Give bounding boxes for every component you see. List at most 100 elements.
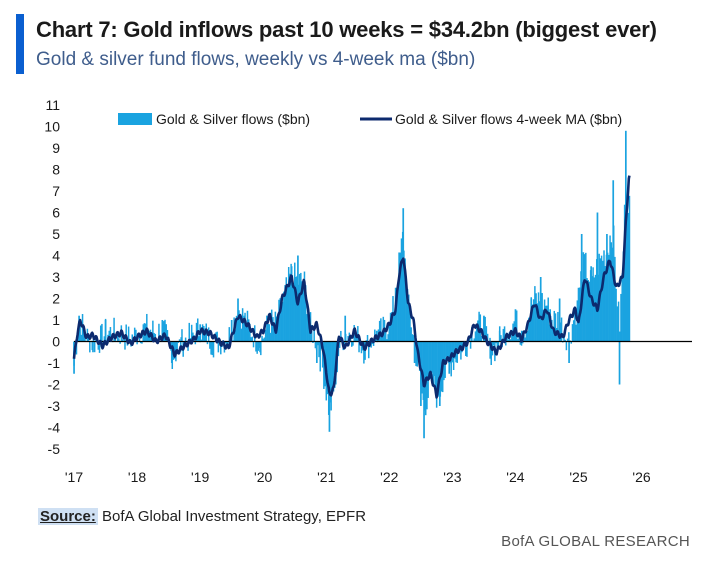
flow-bar [384,330,387,342]
flow-bar [397,287,399,342]
flow-bar [610,242,613,342]
flow-bar [286,284,289,342]
x-tick-label: '21 [317,469,335,485]
flow-bar [312,341,314,343]
flow-bar [609,235,611,342]
flow-bar [262,338,264,342]
flow-bar [615,288,617,342]
flow-bar [257,341,260,351]
flow-bar [166,330,169,342]
flow-bar [565,341,568,351]
flow-bar [209,341,211,349]
flow-bar [277,319,279,342]
accent-bar [16,14,24,74]
y-tick-label: 3 [52,269,60,285]
flow-bar [352,341,354,346]
flow-bar [228,327,231,342]
flow-bar [535,293,537,342]
flow-bar [124,341,126,350]
flow-bar [381,334,383,342]
flow-bar [80,334,83,342]
flow-bar [217,341,220,353]
flow-bar [445,341,448,357]
flow-bar [234,329,237,342]
flow-bar [483,315,485,342]
flow-bar [485,326,488,342]
flow-bar [298,273,301,342]
flow-bar [224,341,227,344]
flow-bar [99,325,102,342]
flow-bar [271,320,274,342]
flow-bar [284,285,286,342]
flow-bar [514,309,517,342]
y-tick-label: 0 [52,334,60,350]
flow-bar [389,312,392,342]
legend-bar-swatch [118,113,152,125]
flow-bar [227,341,229,345]
flow-bar [529,316,531,342]
flow-bar [523,334,525,342]
flow-bar [492,341,495,346]
flow-bar [431,341,433,373]
flow-bar [290,266,293,342]
flow-bar [388,324,391,342]
flow-bar [526,330,529,342]
flow-bar [444,341,446,378]
flow-bar [268,324,271,342]
flow-bar [180,337,183,342]
flow-bar [241,308,244,342]
flow-bar [572,320,575,342]
flow-bar [545,305,547,342]
flow-bar [181,329,183,342]
flow-bar [294,262,296,342]
flow-bar [139,341,142,344]
flow-bar [363,341,365,364]
flow-bar [520,341,523,346]
flow-bar [590,266,593,342]
x-tick-label: '26 [632,469,650,485]
flow-bar [474,331,477,342]
flow-bar [395,294,398,342]
flow-bar [194,341,197,345]
flow-bar [466,341,468,357]
flow-bar [596,212,599,342]
flow-bar [118,338,120,342]
flow-bar [210,341,212,355]
flow-bar [300,272,302,342]
flow-bar [184,337,187,342]
flow-bar [310,324,313,342]
flow-bar [190,324,193,342]
flow-bar [538,301,541,342]
flow-bar [158,323,160,342]
flow-bar [626,200,628,342]
flow-bar [357,326,359,342]
flow-bar [104,320,107,342]
x-tick-label: '22 [380,469,398,485]
flow-bar [152,320,154,342]
flow-bar [264,329,267,342]
flow-bar [371,341,374,345]
flow-bar [415,341,417,367]
flow-bar [147,333,149,342]
flow-bar [338,341,341,348]
flow-bar [81,314,84,342]
flow-bar [568,341,570,363]
flow-bar [539,277,542,342]
flow-bar [536,303,539,342]
flow-bar [473,338,475,342]
flow-bar [490,341,492,365]
flow-bar [517,338,519,342]
flow-bar [515,310,518,342]
flow-bar [113,317,115,342]
flow-bar [546,305,548,342]
flow-bar [612,180,615,342]
flow-bar [575,324,577,342]
flow-bar [571,324,574,342]
flow-bar [95,339,97,342]
flow-bar [387,334,389,342]
flow-bar [585,252,587,342]
flow-bar [378,320,381,342]
flow-bar [583,254,586,342]
flow-bar [97,341,100,350]
flow-bar [211,341,214,353]
